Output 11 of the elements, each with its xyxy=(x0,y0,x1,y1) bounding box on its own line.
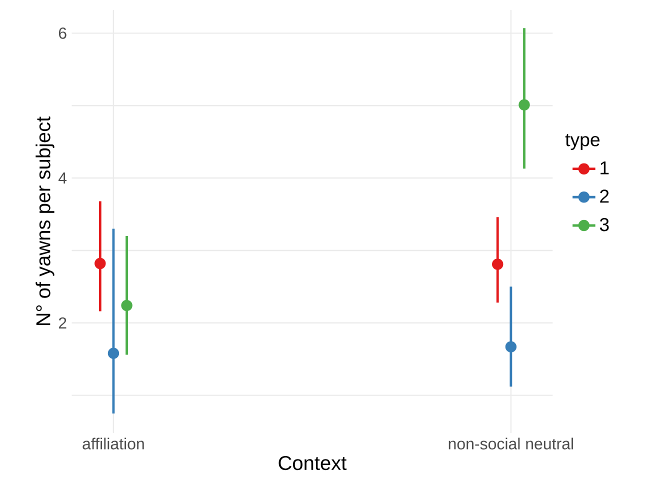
y-axis-title: N° of yawns per subject xyxy=(36,116,54,326)
legend-label: 3 xyxy=(600,218,609,232)
y-tick-label: 2 xyxy=(58,317,66,328)
legend-label: 1 xyxy=(600,161,609,174)
x-axis-title: Context xyxy=(278,456,347,470)
legend-label: 2 xyxy=(600,190,609,203)
x-tick-label: affiliation xyxy=(82,438,144,450)
y-tick-label: 4 xyxy=(58,172,67,184)
legend-title: type xyxy=(565,134,600,150)
y-tick-label: 6 xyxy=(58,28,66,39)
x-tick-label: non-social neutral xyxy=(448,438,573,450)
